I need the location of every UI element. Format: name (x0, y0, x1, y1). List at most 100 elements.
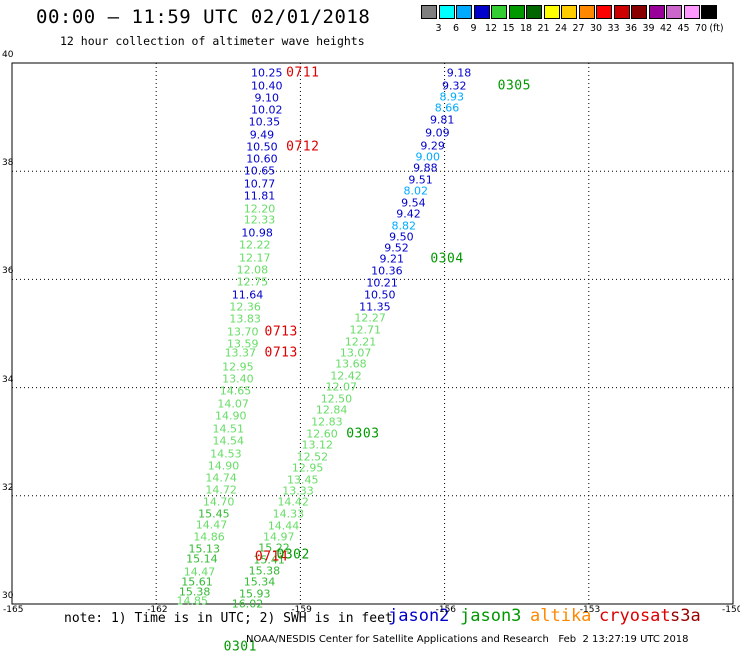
wave-height-value: 9.50 (389, 230, 414, 244)
wave-height-value: 8.02 (403, 184, 429, 198)
wave-height-value: 13.59 (226, 337, 259, 351)
legend-swatch (456, 5, 472, 19)
wave-height-value: 10.65 (243, 164, 276, 178)
lat-tick-label: 36 (2, 266, 14, 277)
wave-height-value: 12.52 (296, 450, 329, 464)
legend-swatch (421, 5, 437, 19)
credit-line: NOAA/NESDIS Center for Satellite Applica… (246, 634, 689, 645)
wave-height-value: 14.86 (193, 530, 225, 544)
wave-height-value: 15.38 (178, 585, 211, 599)
wave-height-value: 12.33 (243, 213, 276, 227)
legend-swatch (701, 5, 717, 19)
legend-swatch (491, 5, 507, 19)
pass-time-label: 0711 (286, 65, 320, 81)
legend-swatch (596, 5, 612, 19)
wave-height-value: 10.35 (248, 115, 281, 129)
pass-time-label: 0305 (497, 78, 531, 94)
legend-swatch (561, 5, 577, 19)
legend-label: 42 (659, 23, 673, 34)
wave-height-value: 9.29 (420, 139, 445, 153)
wave-height-value: 9.52 (384, 241, 409, 255)
wave-height-value: 15.41 (253, 553, 285, 567)
pass-time-label: 0304 (430, 251, 464, 267)
legend-label: 12 (484, 23, 498, 34)
lon-tick-label: -156 (435, 605, 457, 615)
wave-height-value: 9.10 (254, 91, 280, 105)
wave-height-value: 9.18 (446, 66, 472, 80)
legend-swatch (578, 5, 595, 19)
legend-label: 70 (694, 23, 708, 34)
wave-height-value: 13.33 (282, 484, 314, 498)
wave-height-value: 13.68 (335, 357, 367, 371)
lat-tick-label: 38 (2, 158, 14, 169)
wave-height-value: 8.82 (391, 219, 416, 233)
wave-height-value: 14.42 (277, 495, 309, 509)
wave-height-value: 14.97 (263, 530, 295, 544)
legend-label: 36 (624, 23, 638, 34)
wave-height-value: 10.98 (241, 226, 273, 240)
satellite-name: jason2 (388, 606, 450, 626)
wave-height-value: 15.45 (198, 507, 230, 521)
wave-height-value: 14.85 (176, 594, 209, 608)
wave-height-value: 9.49 (249, 128, 275, 142)
wave-height-value: 11.64 (231, 288, 264, 302)
wave-height-value: 9.21 (379, 252, 404, 266)
wave-height-value: 9.32 (441, 79, 467, 93)
wave-height-value: 8.66 (434, 101, 460, 115)
legend-swatch (508, 5, 525, 19)
wave-height-value: 12.71 (349, 323, 382, 337)
wave-height-value: 12.84 (315, 403, 348, 417)
legend-swatch (648, 5, 665, 19)
wave-height-value: 15.34 (243, 575, 276, 589)
wave-height-value: 13.12 (301, 438, 333, 452)
wave-height-value: 14.44 (267, 519, 300, 533)
legend-swatch (526, 5, 542, 19)
wave-height-value: 15.61 (181, 575, 213, 589)
wave-height-value: 10.50 (363, 288, 396, 302)
pass-time-label: 0713 (264, 345, 298, 361)
wave-height-value: 9.51 (408, 173, 433, 187)
wave-height-value: 12.22 (238, 238, 271, 252)
legend-swatch (543, 5, 560, 19)
wave-height-value: 14.47 (195, 518, 228, 532)
lon-tick-label: -153 (579, 605, 601, 615)
lon-tick-label: -150 (722, 605, 740, 615)
wave-height-value: 14.07 (217, 397, 249, 411)
satellite-name: cryosat (599, 606, 671, 626)
wave-height-value: 9.42 (396, 207, 421, 221)
lat-tick-label: 34 (2, 374, 14, 385)
wave-height-value: 15.13 (188, 542, 221, 556)
wave-height-value: 12.60 (306, 427, 338, 441)
legend-label: 30 (589, 23, 603, 34)
legend-label: 3 (435, 23, 442, 34)
wave-height-value: 14.65 (219, 384, 252, 398)
legend-label: 15 (502, 23, 515, 34)
wave-height-value: 10.25 (251, 66, 283, 80)
legend-swatch (613, 5, 630, 19)
wave-height-value: 12.42 (330, 369, 362, 383)
wave-height-value: 12.83 (311, 415, 343, 429)
pass-time-label: 0712 (286, 139, 320, 155)
legend-swatch (666, 5, 682, 19)
legend-swatch (631, 5, 647, 19)
wave-height-value: 12.27 (354, 311, 386, 325)
wave-height-value: 12.07 (325, 380, 358, 394)
lon-tick-label: -165 (3, 605, 24, 615)
wave-height-value: 12.36 (229, 300, 261, 314)
wave-height-value: 13.83 (229, 312, 261, 326)
wave-height-value: 16.02 (231, 597, 264, 611)
wave-height-value: 13.45 (287, 473, 319, 487)
wave-height-value: 13.40 (222, 372, 254, 386)
satellite-name: jason3 (460, 606, 522, 626)
map-title: 00:00 – 11:59 UTC 02/01/2018 (36, 6, 371, 28)
legend-label: 24 (554, 23, 568, 34)
wave-height-value: 10.02 (251, 103, 283, 117)
wave-height-value: 14.54 (212, 434, 245, 448)
wave-height-value: 10.21 (366, 276, 398, 290)
legend-label: 6 (452, 23, 460, 34)
wave-height-value: 12.75 (236, 275, 269, 289)
wave-height-value: 14.33 (272, 507, 305, 521)
wave-height-value: 14.90 (214, 409, 247, 423)
wave-height-value: 12.50 (320, 392, 353, 406)
